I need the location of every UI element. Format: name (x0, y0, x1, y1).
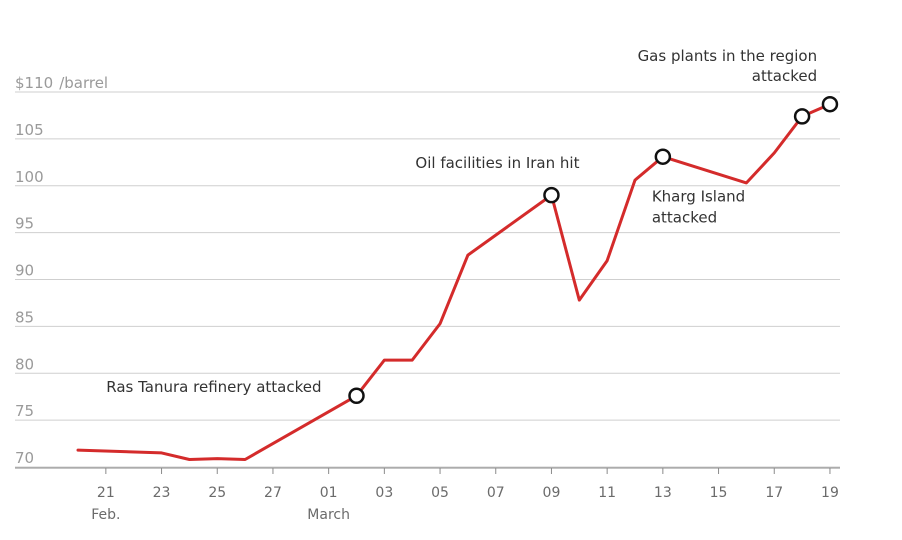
x-axis: 21 Feb. 23 25 27 01 March 03 05 07 09 11 13 15 17 19 (15, 467, 840, 523)
y-tick-label: 80 (15, 355, 34, 373)
y-tick-label: 95 (15, 215, 34, 233)
annotation-text: Gas plants in the region (638, 47, 818, 65)
y-tick-label: 70 (15, 449, 34, 467)
y-axis-ticks: /barrel $110 105 100 95 90 85 80 75 70 (15, 74, 108, 467)
event-marker (793, 108, 811, 125)
x-tick-label: 19 (821, 485, 839, 501)
annotation-text: attacked (752, 67, 817, 85)
annotation-text: Oil facilities in Iran hit (415, 154, 579, 172)
x-tick-label: 09 (543, 485, 561, 501)
x-tick-label: 05 (431, 485, 449, 501)
x-tick-sublabel: March (307, 507, 350, 523)
x-tick-label: 15 (710, 485, 728, 501)
y-tick-label: 75 (15, 402, 34, 420)
x-tick-label: 27 (264, 485, 282, 501)
y-tick-label: 85 (15, 308, 34, 326)
annotation-text: Ras Tanura refinery attacked (106, 378, 321, 396)
x-tick-label: 21 (97, 485, 115, 501)
x-tick-label: 25 (208, 485, 226, 501)
gridlines (15, 91, 840, 468)
x-tick-label: 07 (487, 485, 505, 501)
series-line (76, 102, 832, 461)
x-tick-label: 03 (375, 485, 393, 501)
annotation-text: attacked (652, 209, 717, 227)
y-unit-label: /barrel (59, 74, 108, 92)
x-tick-label: 17 (765, 485, 783, 501)
x-tick-label: 13 (654, 485, 672, 501)
annotation-text: Kharg Island (652, 188, 745, 206)
y-tick-label: 90 (15, 262, 34, 280)
event-marker (821, 95, 839, 113)
price-line (76, 102, 832, 461)
event-marker (654, 148, 672, 165)
y-tick-label: 100 (15, 168, 44, 186)
x-tick-sublabel: Feb. (91, 507, 120, 523)
y-tick-label: 105 (15, 121, 44, 139)
event-markers (348, 95, 839, 404)
x-tick-label: 23 (153, 485, 171, 501)
x-tick-label: 11 (598, 485, 616, 501)
y-tick-label: $110 (15, 74, 53, 92)
event-marker (348, 387, 365, 404)
x-tick-label: 01 (320, 485, 338, 501)
event-marker (543, 186, 560, 204)
annotations: Ras Tanura refinery attacked Oil faciliti… (106, 47, 817, 396)
